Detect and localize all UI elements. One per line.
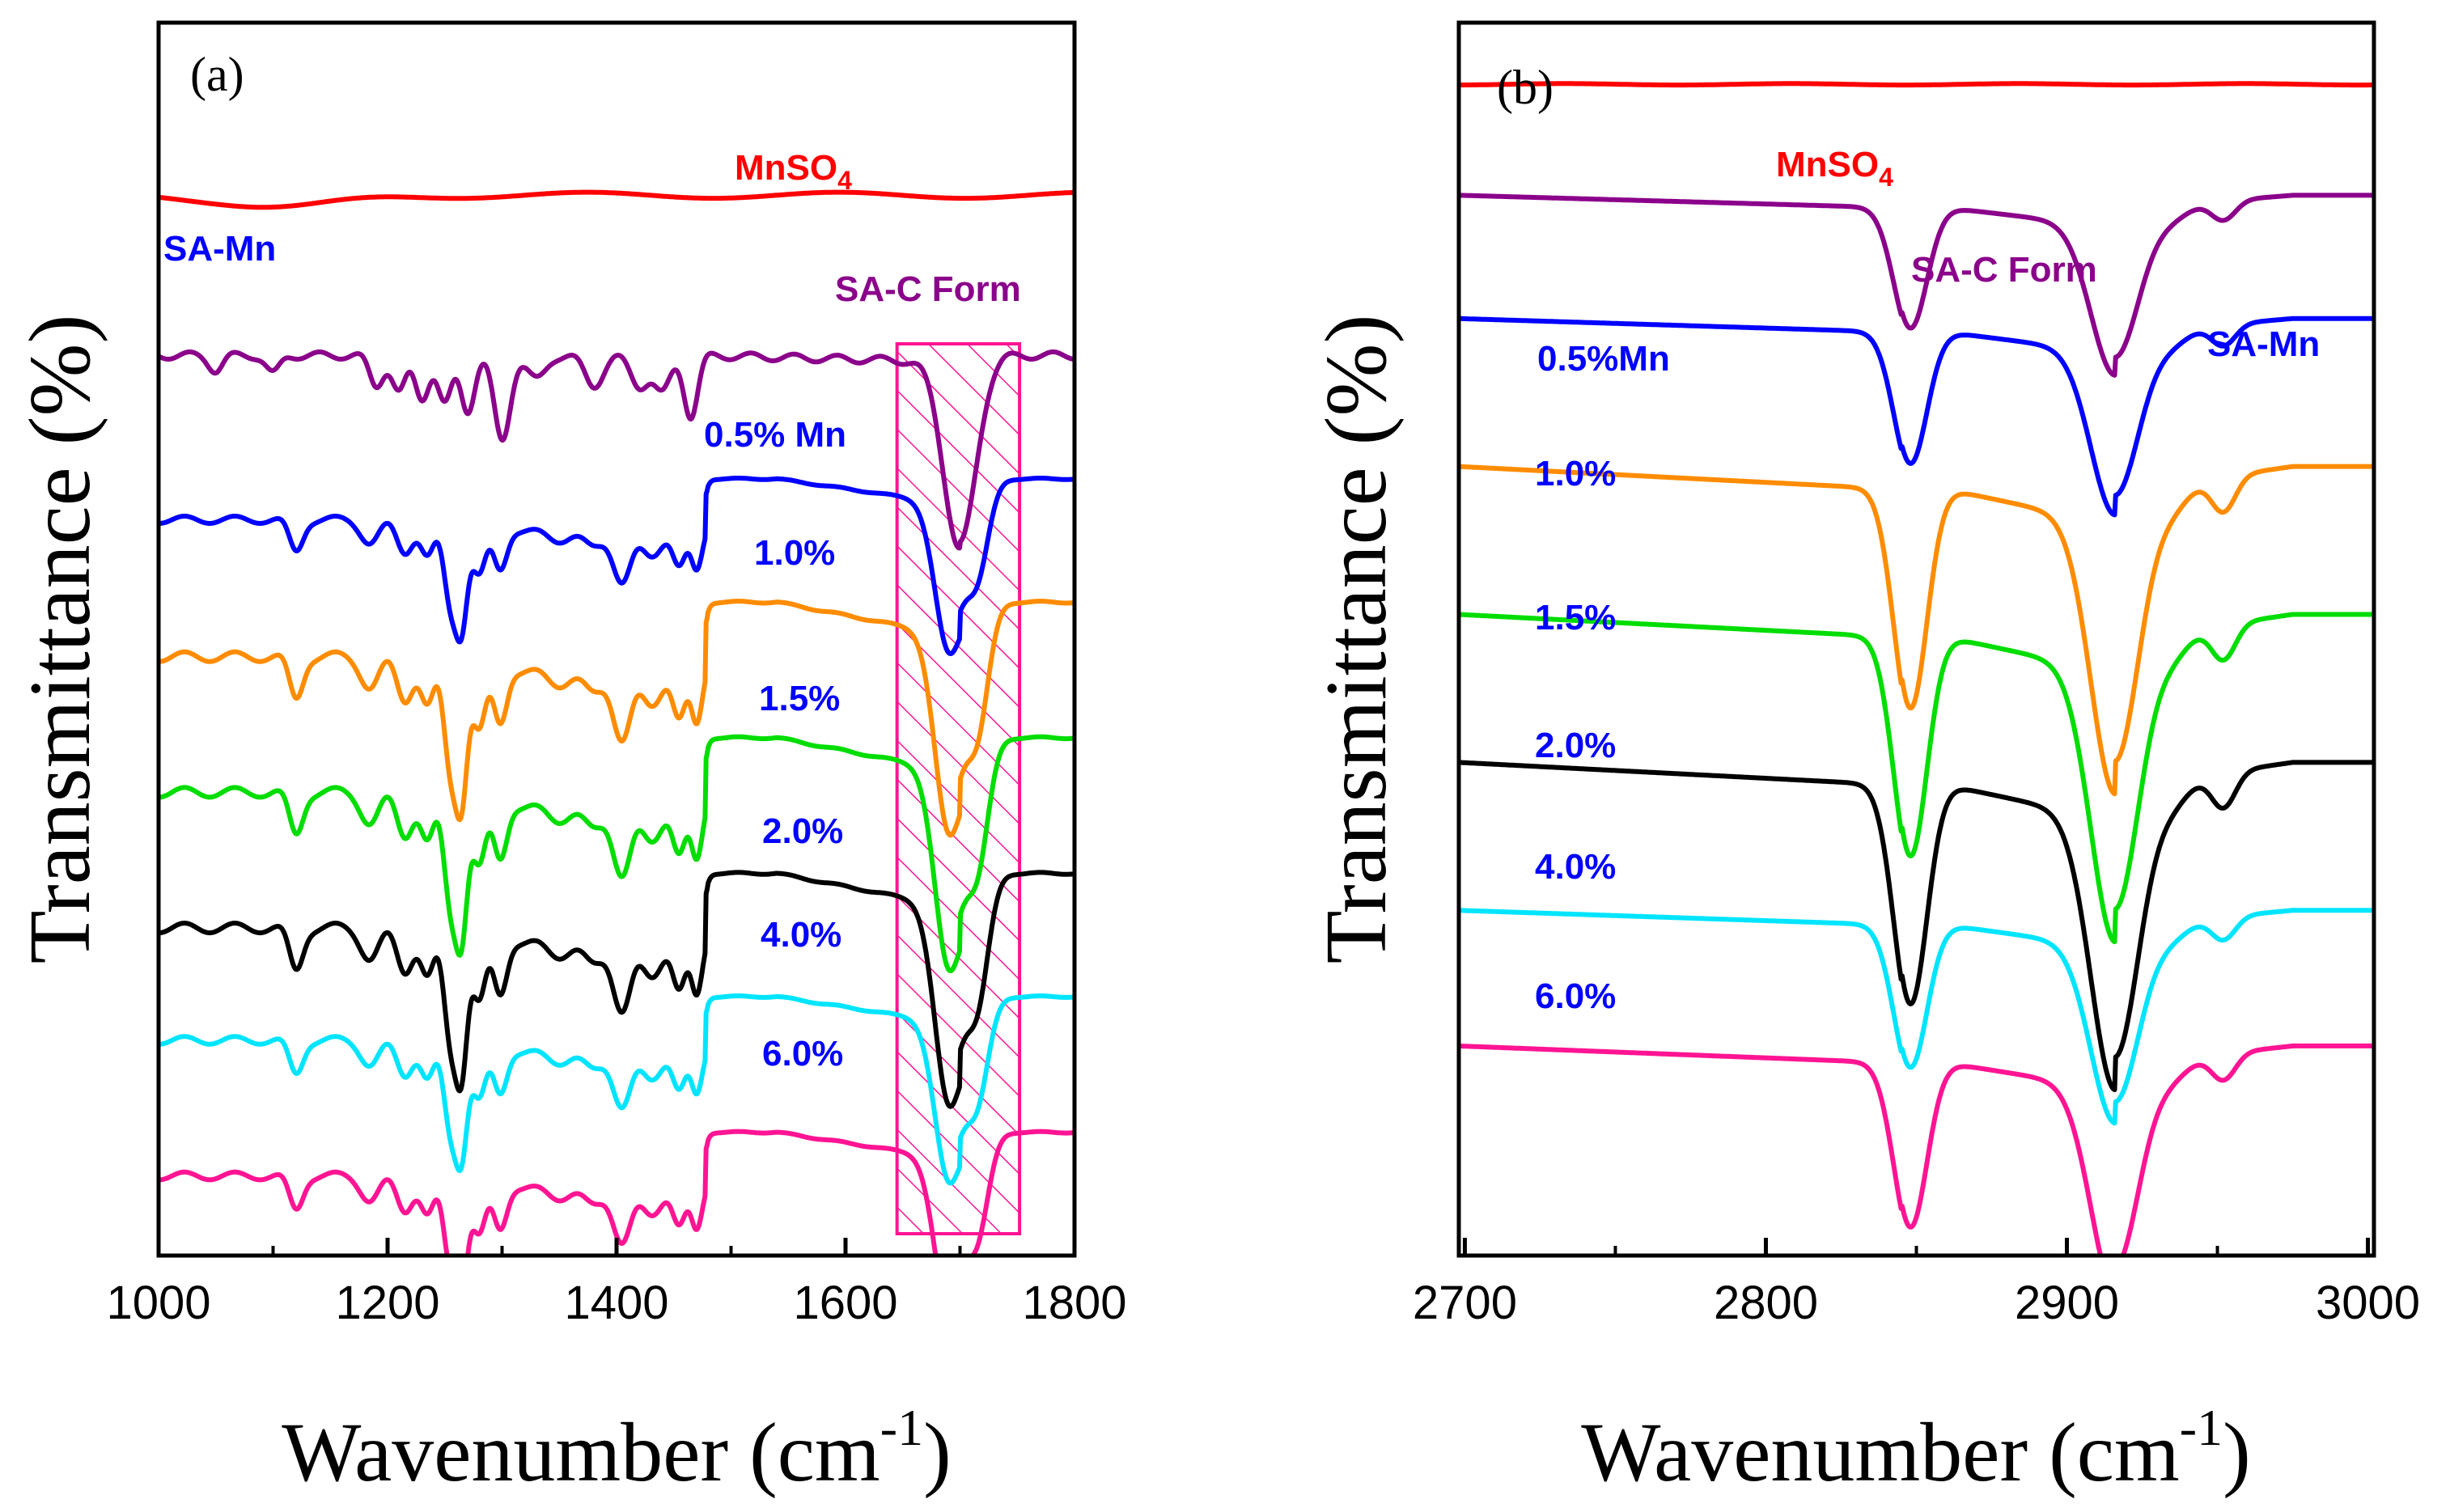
series-line-7 [1459, 1043, 2374, 1256]
series-line-0 [159, 189, 1075, 210]
panel-b-tag: (b) [1497, 61, 1554, 114]
panel-a-x-ticks: 1000 1200 1400 1600 1800 [106, 1238, 1127, 1329]
x-tick-label: 1400 [564, 1277, 668, 1329]
panel-b-annotation: SA-Mn [2207, 324, 2320, 364]
series-line-5 [159, 870, 1075, 1109]
panel-b-xlabel-main: Wavenumber (cm [1581, 1406, 2180, 1499]
series-line-6 [1459, 908, 2374, 1126]
series-label-5: 2.0% [762, 811, 843, 851]
series-label-2: 0.5% Mn [704, 415, 846, 455]
x-tick-label: 1600 [793, 1277, 897, 1329]
panel-b-y-axis-label: Transmittance (%) [1308, 315, 1405, 964]
panel-b-series [1459, 81, 2374, 1256]
panel-a: 1000 1200 1400 1600 1800 MnSO4 SA-C Form 0.5% … [12, 20, 1127, 1499]
series-line-2 [159, 476, 1075, 656]
x-tick-label: 1800 [1022, 1277, 1126, 1329]
panel-a-xlabel-main: Wavenumber (cm [282, 1406, 880, 1499]
series-line-0 [1459, 81, 2374, 88]
panel-a-xlabel-close: ) [923, 1406, 952, 1499]
series-line-7 [159, 1129, 1075, 1256]
panel-b-x-ticks: 2700 2800 2900 3000 [1413, 1238, 2420, 1329]
series-line-6 [159, 993, 1075, 1186]
panel-b: 2700 2800 2900 3000 MnSO4 SA-C Form 0.5%Mn 1.0… [1308, 20, 2420, 1499]
x-tick-label: 3000 [2316, 1277, 2420, 1329]
series-line-4 [1459, 612, 2374, 945]
x-tick-label: 1200 [335, 1277, 439, 1329]
series-line-1 [159, 349, 1075, 551]
series-label-3: 1.0% [1535, 454, 1616, 493]
series-label-0: MnSO4 [1776, 145, 1893, 192]
series-label-6: 4.0% [761, 915, 841, 955]
series-label-1: SA-C Form [835, 269, 1021, 309]
x-tick-label: 1000 [106, 1277, 210, 1329]
series-line-1 [1459, 193, 2374, 378]
x-tick-label: 2700 [1413, 1277, 1517, 1329]
panel-a-xlabel-sup: -1 [880, 1399, 923, 1456]
series-label-4: 1.5% [759, 679, 840, 718]
series-line-2 [1459, 316, 2374, 518]
series-label-7: 6.0% [762, 1034, 843, 1074]
panel-a-tag: (a) [190, 48, 244, 101]
series-label-4: 1.5% [1535, 598, 1616, 637]
series-label-7: 6.0% [1535, 976, 1616, 1016]
series-line-5 [1459, 760, 2374, 1092]
x-tick-label: 2900 [2015, 1277, 2119, 1329]
panel-b-xlabel-sup: -1 [2180, 1399, 2223, 1456]
panel-a-series-labels: MnSO4 SA-C Form 0.5% Mn 1.0% 1.5% 2.0% 4.0% 6.0… [704, 148, 1021, 1074]
panel-a-y-axis-label: Transmittance (%) [12, 315, 108, 964]
x-tick-label: 2800 [1714, 1277, 1818, 1329]
panel-a-annotation: SA-Mn [163, 229, 276, 269]
panel-a-x-axis-label: Wavenumber (cm-1) [282, 1399, 951, 1499]
series-label-3: 1.0% [754, 533, 835, 573]
series-line-3 [1459, 464, 2374, 797]
series-label-0: MnSO4 [735, 148, 852, 195]
panel-a-series [159, 189, 1075, 1256]
series-label-5: 2.0% [1535, 726, 1616, 765]
series-line-3 [159, 599, 1075, 838]
series-line-4 [159, 734, 1075, 974]
panel-b-xlabel-close: ) [2223, 1406, 2251, 1499]
panel-b-x-axis-label: Wavenumber (cm-1) [1581, 1399, 2250, 1499]
series-label-6: 4.0% [1535, 847, 1616, 887]
series-label-1: SA-C Form [1911, 250, 2097, 290]
panel-b-series-labels: MnSO4 SA-C Form 0.5%Mn 1.0% 1.5% 2.0% 4.0% 6.0% [1535, 145, 2097, 1016]
series-label-2: 0.5%Mn [1537, 339, 1670, 379]
